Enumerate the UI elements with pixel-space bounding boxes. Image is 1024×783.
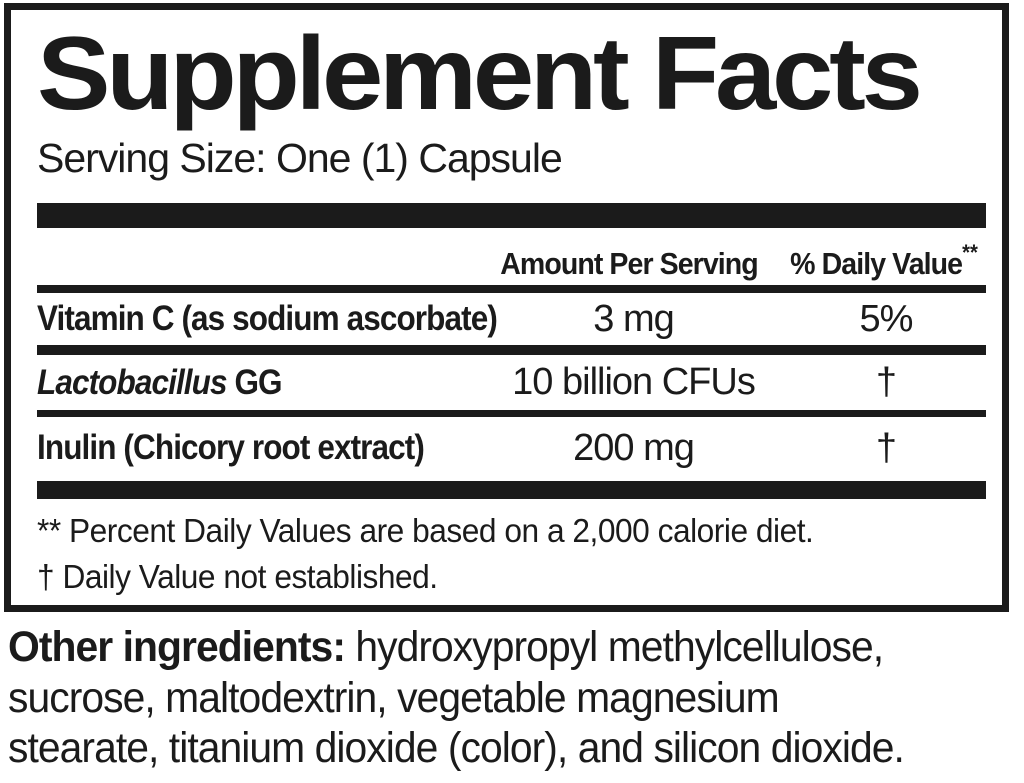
nutrient-amount: 200 mg <box>573 426 695 469</box>
nutrient-name-cell: Lactobacillus GG <box>37 363 481 403</box>
nutrient-name: Vitamin C (as sodium ascorbate) <box>37 299 498 339</box>
nutrient-name-cell: Inulin (Chicory root extract) <box>37 428 481 468</box>
footnote-percent-daily-value: ** Percent Daily Values are based on a 2… <box>37 512 814 550</box>
other-ingredients-line: stearate, titanium dioxide (color), and … <box>8 724 905 773</box>
percent-daily-value-label: % Daily Value <box>790 246 963 282</box>
table-row-vitamin-c: Vitamin C (as sodium ascorbate) 3 mg 5% <box>37 293 986 356</box>
nutrient-name-regular-part: GG <box>226 362 282 402</box>
amount-per-serving-header: Amount Per Serving <box>500 246 760 282</box>
table-row-lactobacillus: Lactobacillus GG 10 billion CFUs † <box>37 355 986 418</box>
nutrient-amount: 10 billion CFUs <box>512 361 756 404</box>
table-header-row: Amount Per Serving % Daily Value** <box>37 228 986 294</box>
percent-daily-value-header: % Daily Value** <box>790 240 978 282</box>
nutrient-name-cell: Vitamin C (as sodium ascorbate) <box>37 299 498 339</box>
supplement-facts-panel: Supplement Facts Serving Size: One (1) C… <box>4 3 1009 612</box>
thick-divider-bar-bottom <box>37 481 986 500</box>
nutrient-daily-value: † <box>875 426 897 469</box>
nutrient-daily-value: † <box>875 361 897 404</box>
footnote-daily-value-not-established: † Daily Value not established. <box>37 557 438 595</box>
serving-size-text: Serving Size: One (1) Capsule <box>37 135 563 182</box>
nutrient-amount: 3 mg <box>593 297 674 340</box>
header-amount-cell: Amount Per Serving <box>477 246 782 282</box>
other-ingredients-line: sucrose, maltodextrin, vegetable magnesi… <box>8 673 780 722</box>
header-dv-cell: % Daily Value** <box>782 240 986 282</box>
footnotes-block: ** Percent Daily Values are based on a 2… <box>37 499 986 599</box>
other-ingredients-block: Other ingredients: hydroxypropyl methylc… <box>8 622 981 774</box>
panel-title: Supplement Facts <box>37 16 923 132</box>
other-ingredients-text: hydroxypropyl methylcellulose, <box>344 623 884 671</box>
daily-value-footnote-marker: ** <box>962 240 978 266</box>
table-row-inulin: Inulin (Chicory root extract) 200 mg † <box>37 417 986 479</box>
nutrient-name: Lactobacillus GG <box>37 362 283 403</box>
thick-divider-bar-top <box>37 203 986 229</box>
other-ingredients-line: Other ingredients: hydroxypropyl methylc… <box>8 622 981 673</box>
nutrient-daily-value: 5% <box>859 297 914 340</box>
other-ingredients-label: Other ingredients: <box>8 623 346 671</box>
nutrient-name: Inulin (Chicory root extract) <box>37 428 425 468</box>
nutrient-name-italic-part: Lactobacillus <box>37 362 228 402</box>
